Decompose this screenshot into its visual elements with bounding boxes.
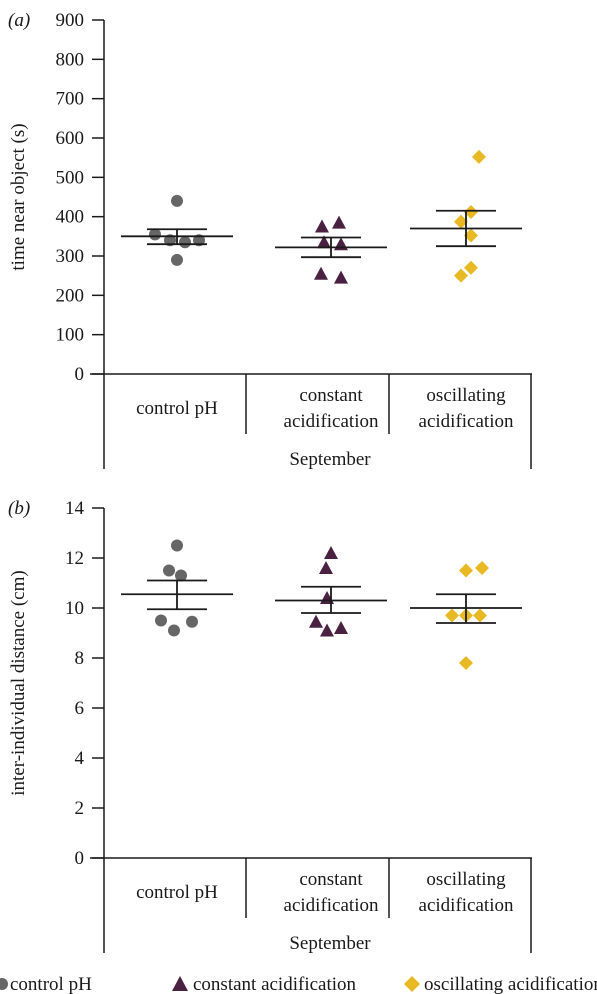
category-label: constant: [299, 385, 363, 406]
data-point-oscillating: [454, 268, 468, 283]
category-label: acidification: [419, 895, 514, 916]
y-tick-label: 900: [56, 10, 85, 31]
data-point-oscillating: [473, 608, 487, 623]
category-label: control pH: [136, 882, 218, 903]
group-header: September: [289, 933, 371, 954]
legend-constant-label: constant acidification: [193, 974, 357, 994]
legend-control-label: control pH: [10, 974, 92, 994]
y-axis-title: inter-individual distance (cm): [8, 570, 29, 795]
data-point-constant: [317, 235, 331, 249]
panel-b: (b) 0 2 4 6 8 10 12 14 inter-individual distance …: [8, 498, 532, 954]
data-point-oscillating: [445, 608, 459, 623]
data-point-constant: [324, 546, 338, 559]
data-point-constant: [334, 621, 348, 634]
data-point-constant: [315, 219, 329, 233]
data-point-control: [186, 615, 198, 628]
category-label: control pH: [136, 398, 218, 419]
y-tick-label: 700: [56, 89, 85, 110]
panel-label: (a): [8, 10, 30, 31]
legend: control pH constant acidification oscill…: [0, 974, 597, 994]
data-point-control: [163, 564, 175, 577]
data-point-control: [149, 228, 161, 241]
y-tick-label: 200: [56, 285, 85, 306]
data-point-control: [155, 614, 167, 627]
y-tick-label: 10: [65, 598, 84, 619]
panel-label: (b): [8, 498, 30, 519]
legend-oscillating-marker: [404, 976, 420, 992]
data-point-oscillating: [475, 561, 489, 575]
y-tick-label: 8: [75, 648, 85, 669]
data-point-oscillating: [464, 228, 478, 243]
data-point-control: [171, 253, 183, 266]
data-point-control: [179, 236, 191, 249]
y-tick-label: 6: [75, 698, 85, 719]
category-label: acidification: [284, 895, 379, 916]
y-tick-label: 14: [65, 498, 85, 519]
data-point-constant: [334, 237, 348, 251]
panel-a: (a) 0 100 200 300 400 500 600 700 800 900 time near…: [8, 10, 532, 470]
y-tick-label: 2: [75, 798, 85, 819]
data-point-constant: [309, 614, 323, 628]
data-point-control: [168, 624, 180, 637]
group-header: September: [289, 449, 371, 470]
data-point-control: [171, 539, 183, 552]
legend-control-marker: [0, 978, 8, 990]
y-tick-label: 100: [56, 325, 85, 346]
data-point-control: [193, 234, 205, 247]
category-label: acidification: [284, 411, 379, 432]
y-tick-label: 800: [56, 49, 85, 70]
data-point-oscillating: [454, 214, 468, 229]
data-point-control: [164, 234, 176, 247]
category-label: oscillating: [426, 869, 506, 890]
data-point-oscillating: [464, 260, 478, 275]
y-tick-label: 300: [56, 246, 85, 267]
data-point-constant: [334, 270, 348, 284]
data-point-control: [171, 194, 183, 207]
legend-constant-marker: [172, 976, 188, 991]
data-point-oscillating: [459, 656, 473, 670]
y-tick-label: 400: [56, 207, 85, 228]
y-axis-title: time near object (s): [8, 123, 29, 270]
category-label: constant: [299, 869, 363, 890]
data-point-oscillating: [459, 563, 473, 578]
data-point-oscillating: [472, 149, 486, 164]
data-point-constant: [332, 215, 346, 229]
y-tick-label: 0: [75, 364, 85, 385]
legend-oscillating-label: oscillating acidification: [424, 974, 597, 994]
data-point-constant: [320, 623, 334, 637]
y-tick-label: 500: [56, 167, 85, 188]
y-tick-label: 0: [75, 848, 85, 869]
data-point-constant: [314, 266, 328, 280]
y-tick-label: 12: [65, 548, 84, 569]
data-point-control: [175, 569, 187, 582]
y-tick-label: 4: [75, 748, 85, 769]
data-point-oscillating: [464, 204, 478, 219]
category-label: acidification: [419, 411, 514, 432]
data-point-constant: [319, 561, 333, 574]
y-tick-label: 600: [56, 128, 85, 149]
category-label: oscillating: [426, 385, 506, 406]
